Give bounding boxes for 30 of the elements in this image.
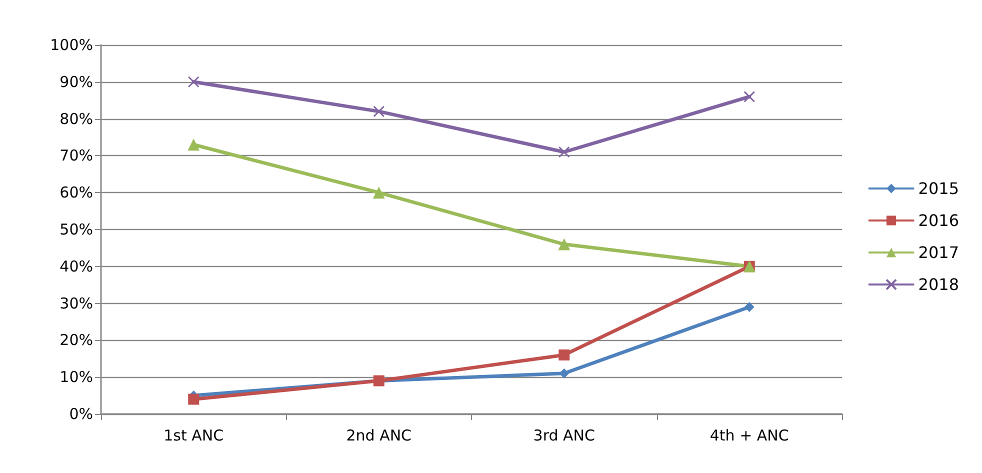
point — [373, 106, 385, 118]
point — [744, 90, 756, 102]
y-tick-label: 90% — [60, 72, 93, 91]
y-tick-label: 100% — [50, 36, 93, 54]
y-tick-label: 50% — [60, 220, 93, 238]
point — [188, 138, 200, 151]
legend-label: 2016 — [918, 211, 959, 230]
y-tick-label: 10% — [60, 368, 93, 386]
x-tick-label: 4th + ANC — [710, 426, 789, 444]
point — [188, 394, 200, 405]
legend-label: 2018 — [918, 275, 959, 294]
y-tick-label: 30% — [60, 294, 93, 312]
point — [372, 186, 385, 199]
point — [744, 302, 754, 312]
y-tick-label: 40% — [60, 257, 93, 276]
point — [188, 76, 200, 88]
y-tick-label: 70% — [60, 146, 93, 165]
y-tick-label: 20% — [60, 331, 93, 350]
x-tick-label: 2nd ANC — [346, 426, 412, 444]
y-tick-label: 0% — [69, 405, 93, 423]
y-tick-label: 60% — [60, 184, 93, 202]
x-tick-label: 3rd ANC — [533, 426, 595, 444]
point — [558, 146, 570, 158]
point — [559, 368, 570, 378]
legend-label: 2017 — [918, 243, 959, 262]
y-tick-label: 80% — [60, 110, 93, 128]
x-tick-label: 1st ANC — [164, 426, 224, 444]
legend-label: 2015 — [918, 179, 959, 198]
point — [558, 349, 570, 360]
point — [558, 238, 570, 250]
